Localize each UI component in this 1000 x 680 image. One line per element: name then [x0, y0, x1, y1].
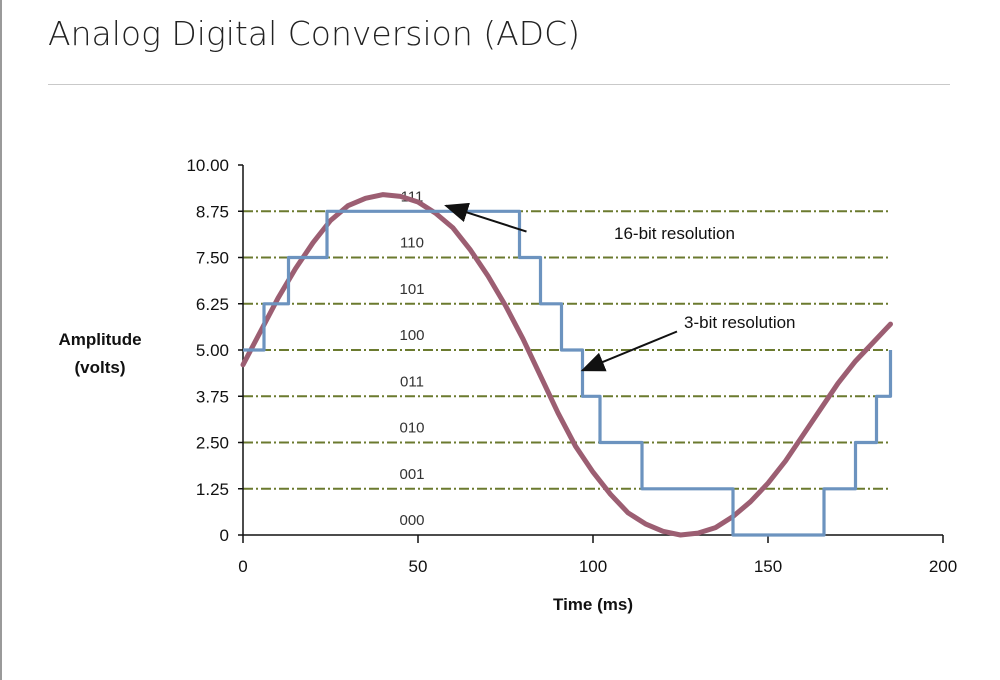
y-tick-label: 3.75	[196, 387, 229, 406]
tick-labels: 0 1.25 2.50 3.75 5.00 6.25 7.50 8.75 10.00 0 50 100…	[186, 156, 957, 576]
y-axis-title: (volts)	[75, 358, 126, 377]
annotation-arrow-16bit	[444, 202, 527, 233]
slide-title: Analog Digital Conversion (ADC)	[48, 14, 581, 53]
y-tick-label: 5.00	[196, 341, 229, 360]
y-tick-label: 0	[220, 526, 229, 545]
axes	[238, 164, 944, 543]
annotation-label-16bit: 16-bit resolution	[614, 224, 735, 243]
level-code-label: 000	[399, 512, 424, 529]
level-code-label: 100	[399, 327, 424, 344]
y-tick-label: 7.50	[196, 249, 229, 268]
x-tick-label: 200	[929, 557, 957, 576]
x-tick-label: 100	[579, 557, 607, 576]
title-divider	[48, 84, 950, 85]
slide-left-border	[0, 0, 2, 680]
y-tick-label: 6.25	[196, 295, 229, 314]
x-tick-label: 150	[754, 557, 782, 576]
annotation-label-3bit: 3-bit resolution	[684, 313, 796, 332]
level-code-label: 110	[400, 235, 424, 252]
y-tick-label: 10.00	[186, 156, 229, 175]
analog-signal-curve	[240, 192, 893, 538]
y-tick-label: 2.50	[196, 434, 229, 453]
axis-titles: Amplitude (volts) Time (ms)	[58, 330, 633, 614]
level-code-label: 001	[399, 466, 424, 483]
y-tick-label: 1.25	[196, 480, 229, 499]
y-tick-label: 8.75	[196, 202, 229, 221]
level-code-label: 010	[399, 420, 424, 437]
x-tick-label: 50	[409, 557, 428, 576]
annotations: 16-bit resolution 3-bit resolution	[444, 202, 796, 372]
series-group	[240, 192, 893, 538]
level-code-label: 011	[400, 373, 424, 390]
level-code-label: 101	[399, 281, 424, 298]
x-tick-label: 0	[238, 557, 247, 576]
y-axis-title: Amplitude	[58, 330, 141, 349]
quantized-signal-steps	[243, 209, 893, 537]
annotation-arrow-3bit	[580, 330, 678, 372]
x-axis-title: Time (ms)	[553, 595, 633, 614]
